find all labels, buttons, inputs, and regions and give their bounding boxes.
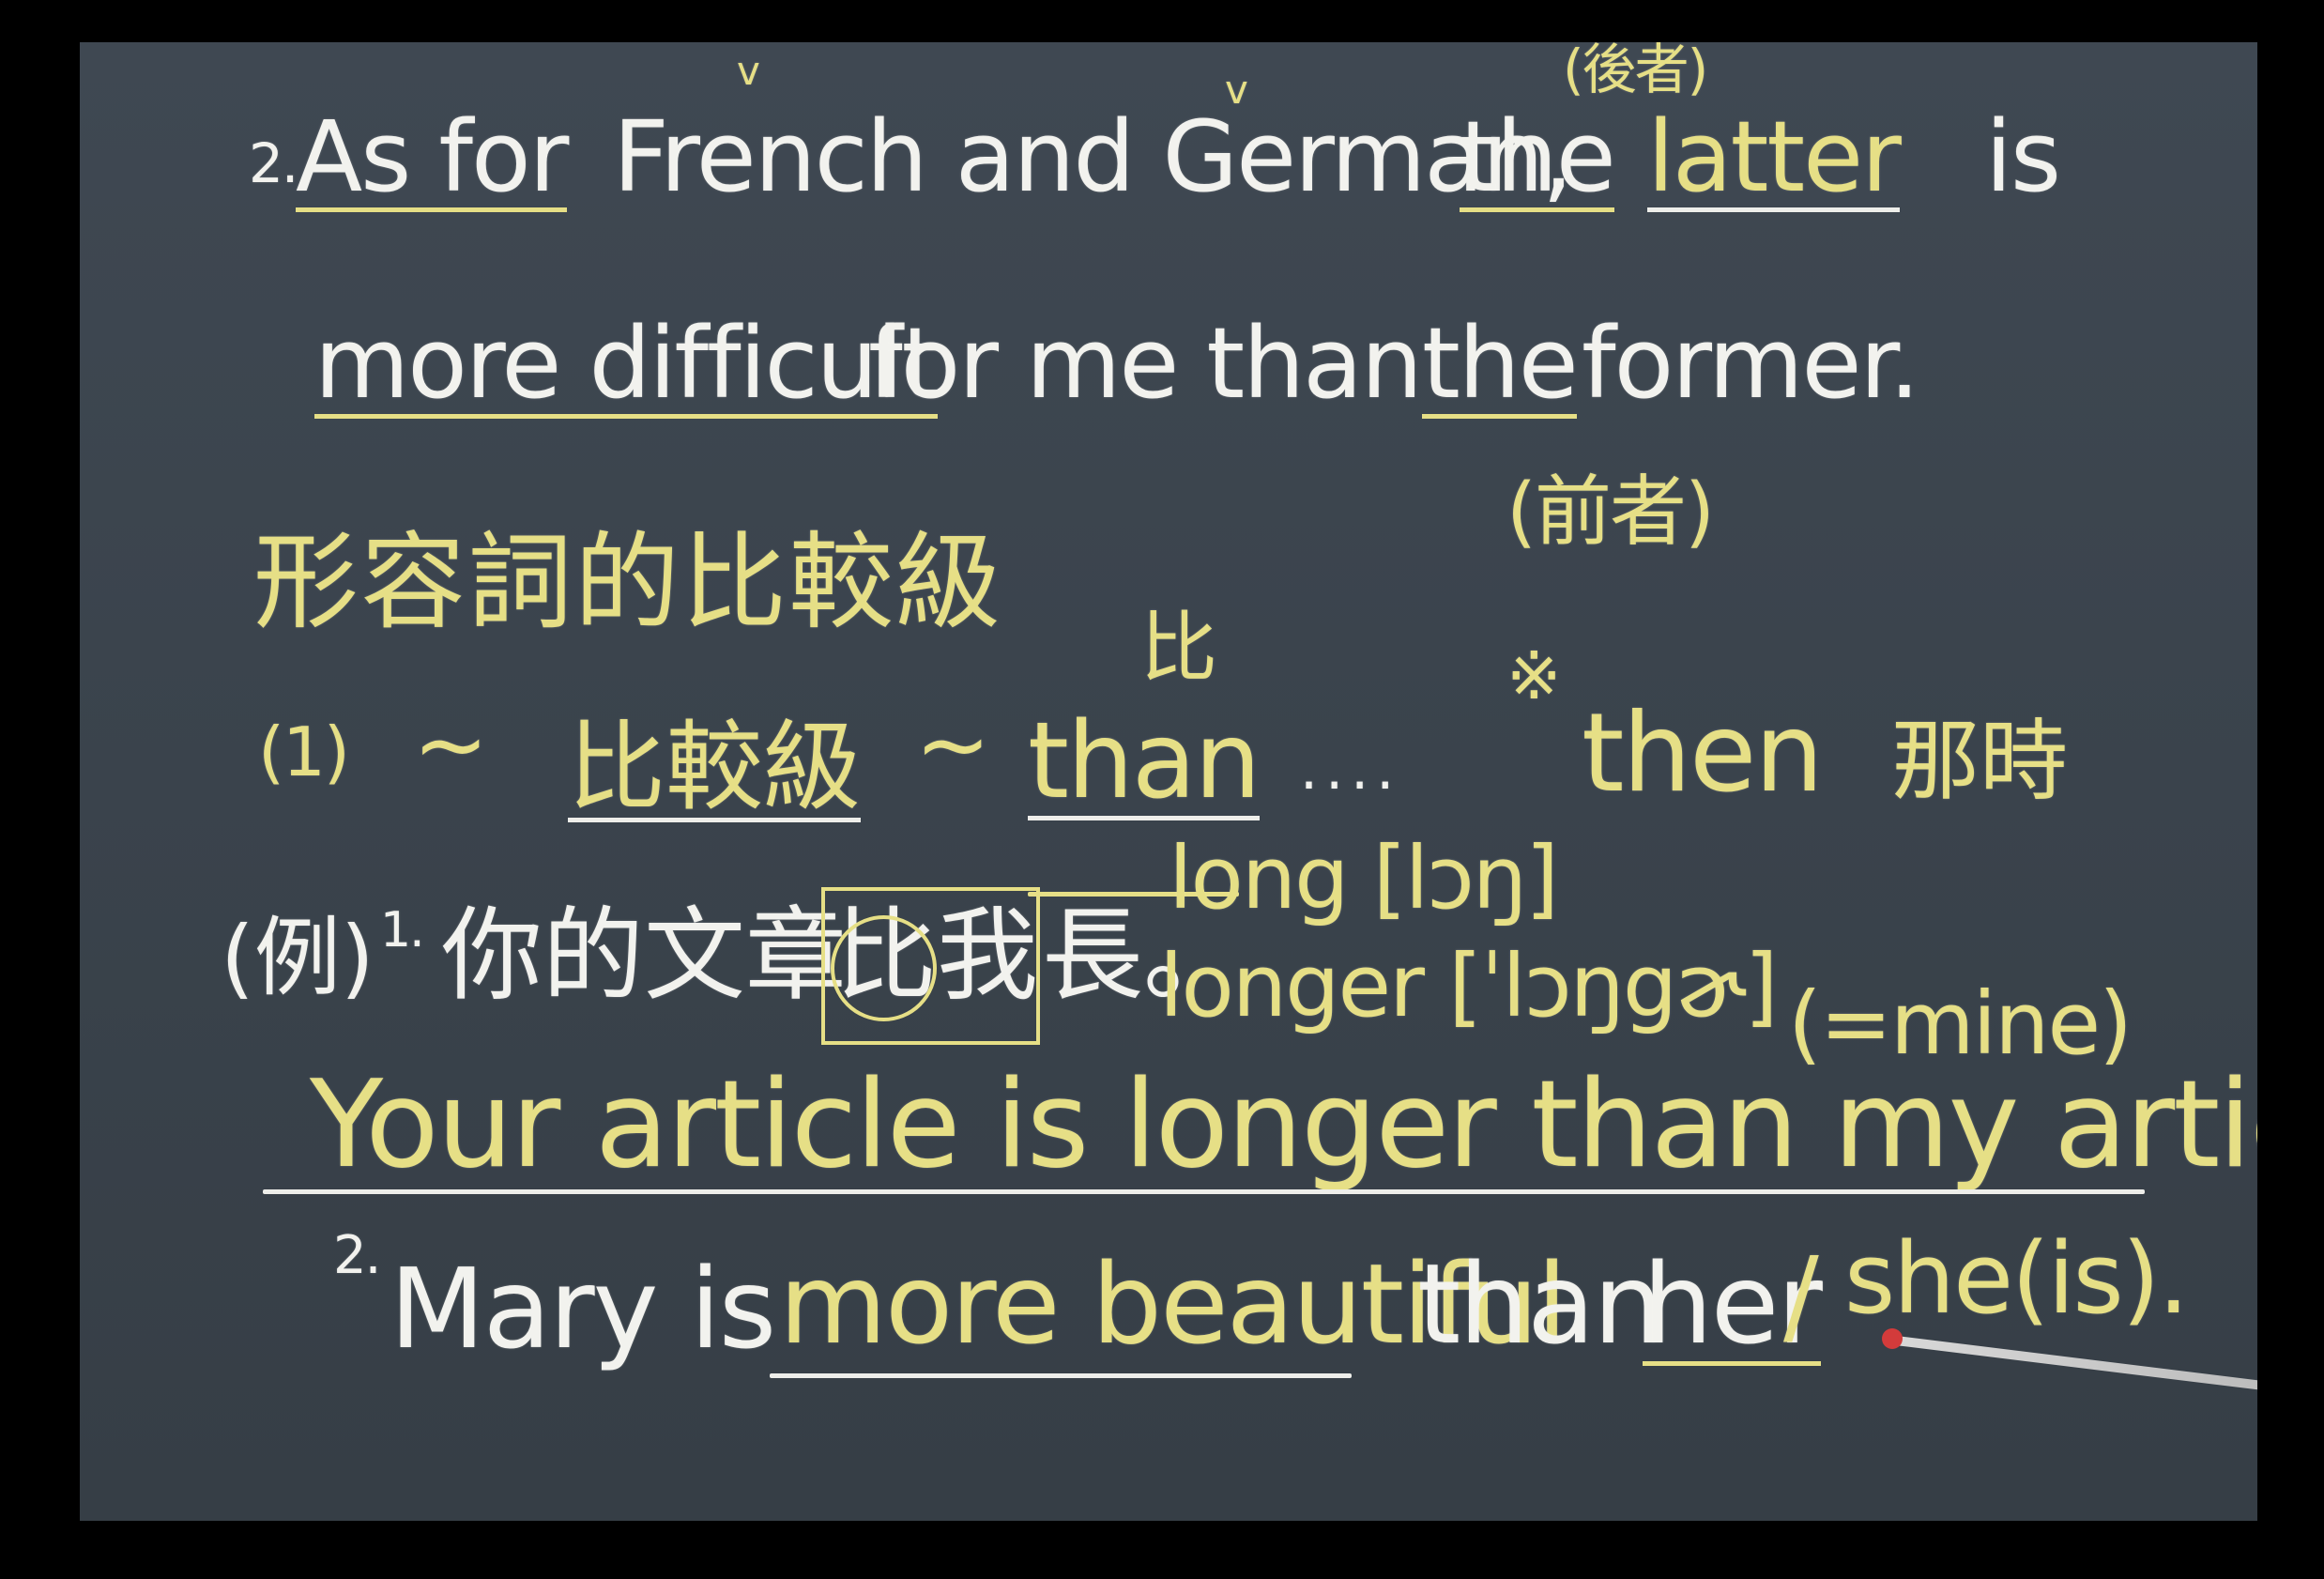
rule-than: than: [1028, 700, 1261, 822]
teacher-pointer: [1895, 1336, 2257, 1391]
bi-gloss: 比: [1140, 604, 1217, 693]
check-mark-2: v: [1225, 67, 1248, 113]
example1-underline: [263, 1189, 2145, 1194]
example1-chinese-post: 長。: [1042, 897, 1246, 1015]
example2-than: than: [1417, 1239, 1663, 1369]
bi-wo-box: [821, 887, 1040, 1045]
latter-gloss: (後者): [1563, 42, 1708, 101]
mine-gloss: (=mine): [1788, 973, 2133, 1074]
rule-star: ※: [1506, 637, 1562, 714]
rule-then-meaning: 那時: [1891, 711, 2069, 813]
example2-mary-is: Mary is: [390, 1244, 776, 1373]
former-gloss: (前者): [1506, 468, 1715, 557]
rule-comparative: 比較級: [568, 710, 862, 824]
line1-french-german: French and German,: [613, 100, 1573, 214]
example2-her: her: [1643, 1239, 1823, 1369]
line1-number: 2.: [249, 131, 298, 195]
line1-the: the: [1460, 100, 1616, 214]
arrow-to-long: [1028, 892, 1239, 897]
heading-comparative: 形容詞的比較級: [253, 522, 1002, 644]
line2-more-difficult: more difficult: [314, 306, 940, 421]
word-long: long [lɔŋ]: [1169, 828, 1559, 928]
line1-latter: latter: [1647, 100, 1902, 214]
example2-underline: [770, 1373, 1352, 1378]
example2-she-is: she(is).: [1844, 1221, 2189, 1336]
rule-dash-1: ~: [413, 692, 488, 797]
pointer-tip: [1882, 1328, 1903, 1349]
rule-then: then: [1582, 690, 1824, 817]
example2-number: 2.: [333, 1225, 381, 1286]
line1-as-for: As for: [296, 100, 569, 214]
chalkboard: 2. As for French and German, the latter …: [80, 42, 2257, 1521]
rule-dash-2: ~: [915, 692, 990, 797]
word-longer: longer [ˈlɔŋgɚ]: [1159, 936, 1778, 1036]
rule-dots: ....: [1300, 737, 1402, 803]
example2-more-beautiful: more beautiful: [779, 1239, 1567, 1369]
example2-slash: /: [1783, 1235, 1819, 1357]
rule-number: (1): [258, 713, 350, 791]
example1-english: Your article is longer than my article.: [310, 1055, 2257, 1195]
example1-number: 1.: [380, 902, 425, 958]
line1-is: is: [1985, 100, 2061, 214]
check-mark-1: v: [737, 48, 760, 94]
example-label: (例): [221, 908, 375, 1008]
example1-chinese-pre: 你的文章: [441, 897, 848, 1015]
line2-former: former.: [1582, 306, 1920, 421]
line2-for-me-than: for me than: [868, 306, 1423, 421]
bi-circle: [831, 915, 937, 1021]
line2-the: the: [1422, 306, 1579, 421]
